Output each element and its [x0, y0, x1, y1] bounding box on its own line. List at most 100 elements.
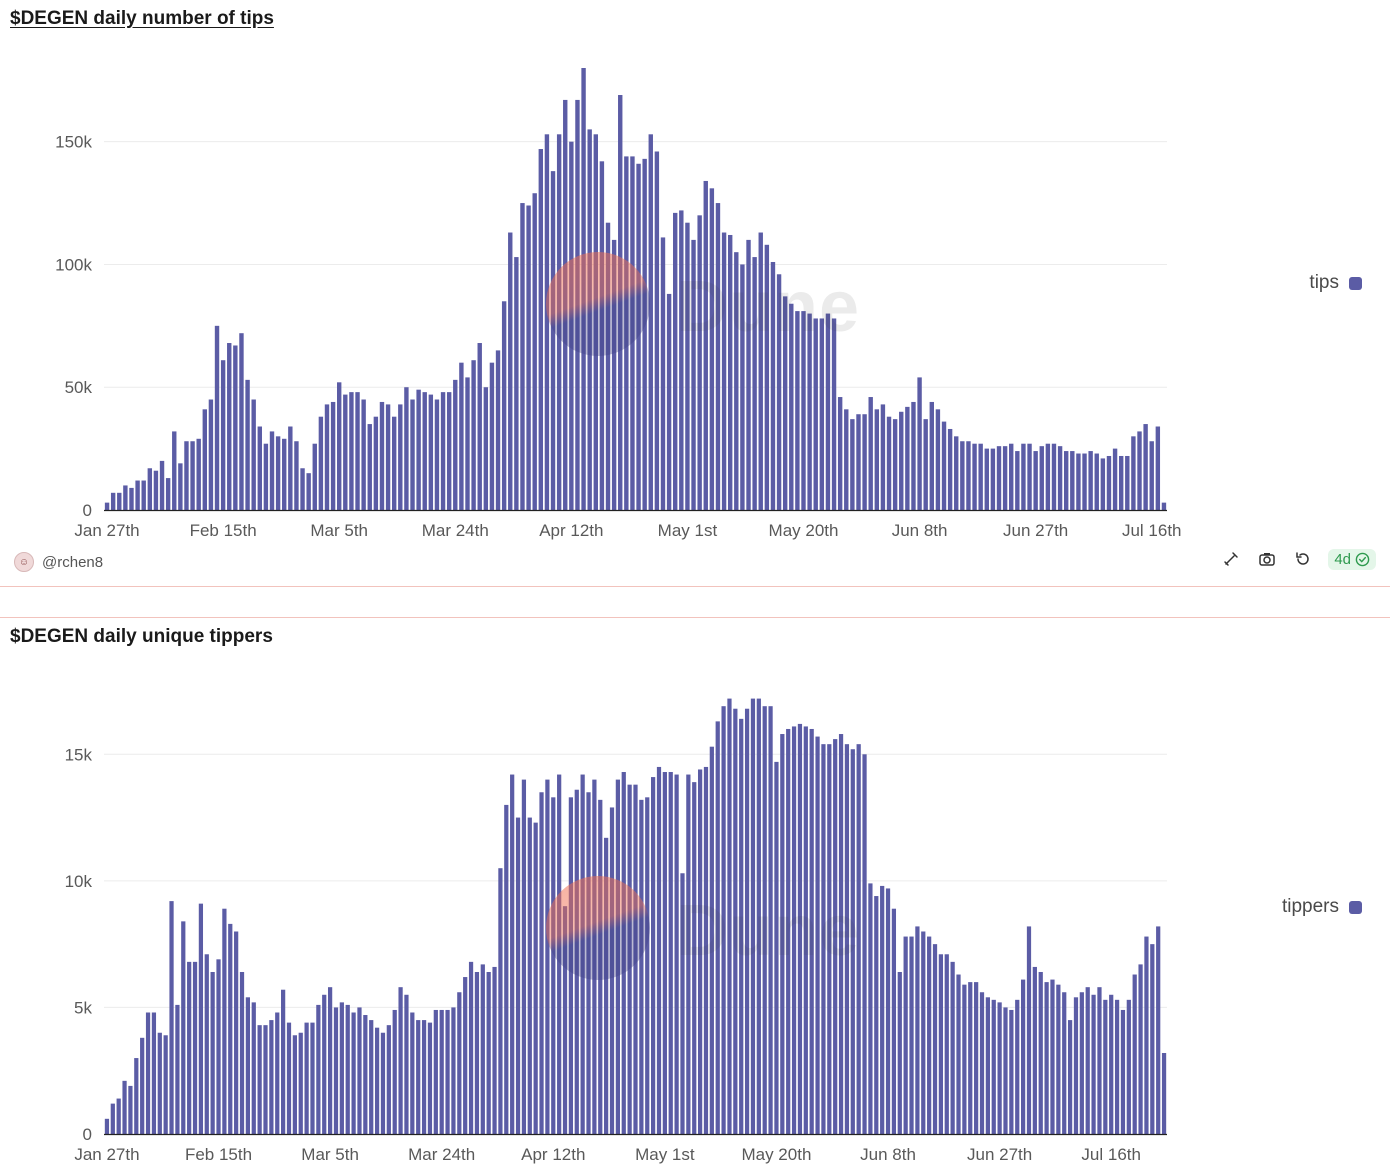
bar	[721, 232, 727, 510]
bar	[122, 1080, 127, 1134]
bar	[990, 448, 996, 510]
bar	[477, 343, 482, 510]
bar	[592, 779, 597, 1134]
bar	[862, 754, 867, 1134]
bar	[956, 974, 961, 1134]
bar	[985, 997, 990, 1134]
bar	[239, 333, 244, 510]
bar	[686, 774, 691, 1134]
x-tick-label: Jan 27th	[74, 1145, 139, 1164]
bar	[369, 1020, 374, 1134]
bar	[514, 257, 519, 510]
x-tick-label: Mar 24th	[408, 1145, 475, 1164]
bar	[746, 239, 751, 510]
bar	[1062, 992, 1067, 1134]
camera-icon[interactable]	[1256, 548, 1278, 570]
bar	[1149, 441, 1154, 510]
bar	[175, 1004, 180, 1134]
bar	[891, 908, 897, 1134]
bar	[316, 1004, 321, 1134]
bar	[286, 1022, 292, 1134]
bar	[1015, 451, 1020, 510]
bar	[569, 141, 574, 511]
bar	[445, 1009, 450, 1134]
bar	[227, 343, 232, 510]
bar	[459, 362, 464, 510]
bar	[1070, 451, 1075, 510]
bar	[752, 257, 757, 510]
bar	[306, 473, 311, 510]
bar	[825, 313, 831, 510]
bar	[715, 721, 720, 1134]
bar	[483, 387, 489, 510]
bar	[486, 971, 491, 1134]
bar	[339, 1002, 344, 1134]
bar	[116, 1098, 121, 1134]
bar	[515, 817, 521, 1134]
bar	[196, 438, 201, 510]
bar	[416, 389, 421, 510]
bar	[404, 994, 409, 1134]
legend-label-tips: tips	[1309, 272, 1339, 293]
bar	[1155, 426, 1161, 510]
bar	[501, 301, 507, 510]
bar	[807, 313, 812, 510]
bar	[944, 954, 949, 1134]
refresh-icon[interactable]	[1292, 548, 1314, 570]
author[interactable]: ☺ @rchen8	[14, 552, 103, 572]
bar	[685, 222, 690, 510]
bar	[527, 817, 532, 1134]
bar	[1112, 448, 1118, 510]
bar	[984, 448, 989, 510]
bar	[300, 468, 305, 510]
bar	[795, 311, 800, 510]
bar	[709, 188, 715, 510]
legend-swatch-tippers	[1349, 900, 1362, 914]
bar	[202, 409, 207, 510]
bar	[1027, 443, 1032, 510]
bar	[269, 431, 275, 510]
bar	[337, 382, 342, 510]
bar	[557, 774, 562, 1134]
bar	[786, 728, 791, 1134]
bar	[660, 237, 666, 510]
bar	[1056, 984, 1061, 1134]
y-tick-label: 5k	[74, 998, 92, 1017]
bar	[605, 222, 611, 510]
bar	[508, 232, 513, 510]
legend-tips: tips	[1309, 272, 1362, 294]
bar	[327, 987, 333, 1134]
freshness-badge[interactable]: 4d	[1328, 548, 1376, 570]
bar	[474, 971, 480, 1134]
bar	[598, 799, 603, 1134]
bar	[899, 411, 904, 510]
bar	[134, 1058, 139, 1134]
bar	[251, 1002, 256, 1134]
bar	[703, 180, 708, 510]
bar	[1082, 453, 1087, 510]
bar	[1085, 987, 1090, 1134]
bar	[703, 766, 709, 1134]
bar	[680, 873, 685, 1134]
bar	[642, 158, 647, 511]
bar	[281, 989, 286, 1134]
bar	[1109, 994, 1114, 1134]
bar	[521, 779, 527, 1134]
share-icon[interactable]	[1220, 548, 1242, 570]
bar	[574, 789, 579, 1134]
bar	[446, 392, 452, 510]
bar	[831, 318, 837, 510]
bar	[159, 460, 165, 510]
chart-title-tippers[interactable]: $DEGEN daily unique tippers	[10, 626, 273, 647]
bar	[533, 822, 538, 1134]
bar	[355, 392, 360, 510]
bar	[204, 954, 209, 1134]
bar	[768, 706, 773, 1134]
bar	[310, 1022, 315, 1134]
x-tick-label: Apr 12th	[521, 1145, 585, 1164]
chart-title-tips[interactable]: $DEGEN daily number of tips	[10, 8, 274, 29]
bar	[233, 345, 238, 510]
bar	[915, 926, 920, 1134]
bar	[292, 1035, 297, 1134]
bar	[774, 761, 779, 1134]
